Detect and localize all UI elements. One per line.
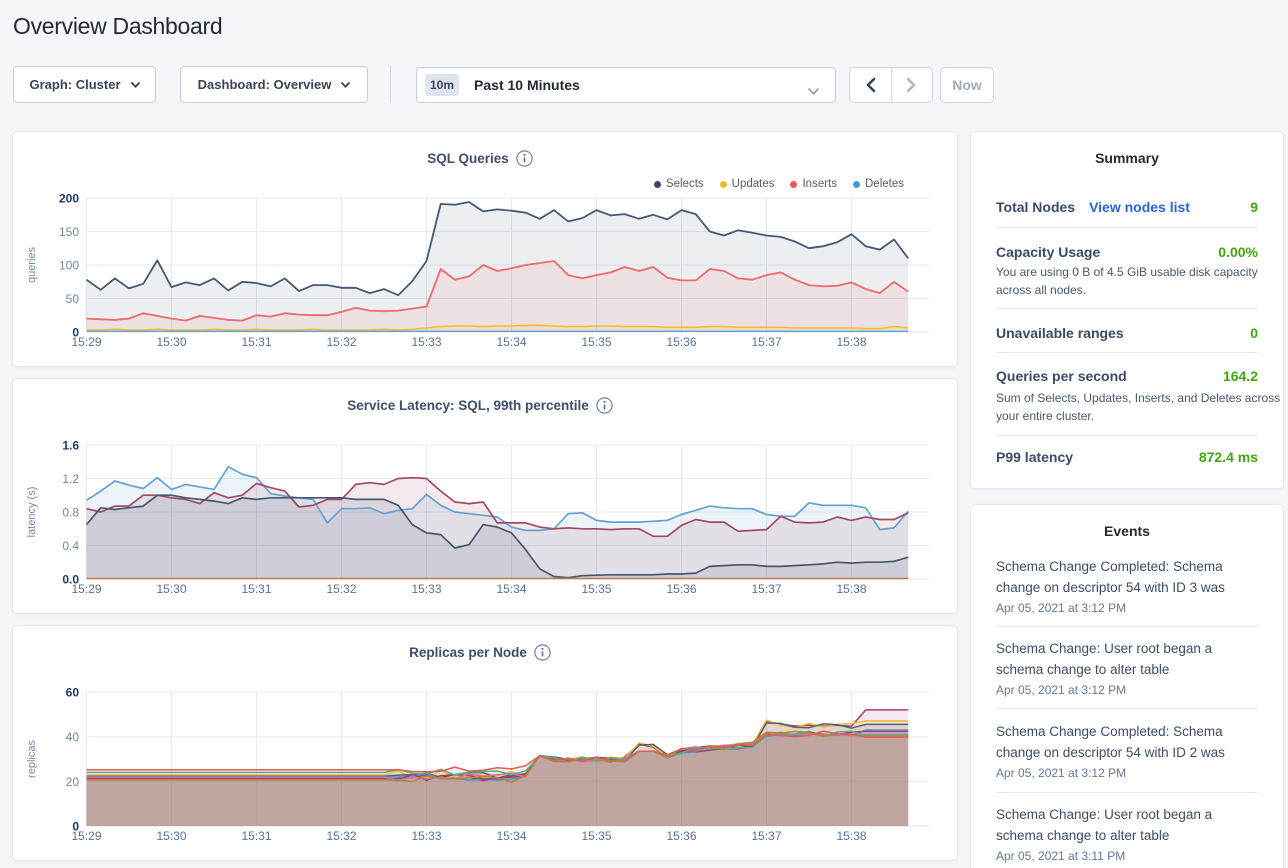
svg-text:0: 0 (72, 820, 79, 834)
svg-text:15:35: 15:35 (581, 582, 611, 596)
svg-text:0.0: 0.0 (62, 573, 79, 587)
svg-text:15:29: 15:29 (71, 335, 101, 349)
svg-text:15:31: 15:31 (241, 829, 271, 843)
svg-text:1.2: 1.2 (62, 472, 79, 486)
svg-text:1.6: 1.6 (62, 439, 79, 453)
svg-text:15:35: 15:35 (581, 335, 611, 349)
svg-text:0.4: 0.4 (62, 539, 79, 553)
svg-text:40: 40 (66, 730, 80, 744)
svg-text:15:33: 15:33 (411, 582, 441, 596)
svg-text:200: 200 (59, 192, 79, 206)
svg-text:15:37: 15:37 (751, 335, 781, 349)
svg-text:150: 150 (59, 225, 79, 239)
svg-text:15:36: 15:36 (666, 829, 696, 843)
svg-text:50: 50 (66, 292, 80, 306)
svg-text:15:30: 15:30 (156, 829, 186, 843)
svg-text:15:32: 15:32 (326, 582, 356, 596)
svg-text:15:38: 15:38 (836, 582, 866, 596)
svg-text:15:30: 15:30 (156, 335, 186, 349)
svg-text:15:34: 15:34 (496, 335, 526, 349)
svg-text:15:38: 15:38 (836, 335, 866, 349)
svg-text:0: 0 (72, 326, 79, 340)
svg-text:15:34: 15:34 (496, 829, 526, 843)
svg-text:15:31: 15:31 (241, 335, 271, 349)
svg-text:15:37: 15:37 (751, 582, 781, 596)
svg-text:replicas: replicas (26, 740, 38, 778)
svg-text:15:36: 15:36 (666, 582, 696, 596)
svg-text:queries: queries (26, 246, 38, 283)
svg-text:latency (s): latency (s) (26, 487, 38, 538)
svg-text:15:33: 15:33 (411, 829, 441, 843)
svg-text:100: 100 (59, 259, 79, 273)
svg-text:15:35: 15:35 (581, 829, 611, 843)
svg-text:15:34: 15:34 (496, 582, 526, 596)
svg-text:15:32: 15:32 (326, 335, 356, 349)
svg-text:15:38: 15:38 (836, 829, 866, 843)
svg-text:15:29: 15:29 (71, 829, 101, 843)
svg-text:15:36: 15:36 (666, 335, 696, 349)
svg-text:20: 20 (66, 775, 80, 789)
svg-text:15:37: 15:37 (751, 829, 781, 843)
svg-text:60: 60 (66, 686, 80, 700)
svg-text:15:30: 15:30 (156, 582, 186, 596)
svg-text:15:31: 15:31 (241, 582, 271, 596)
svg-text:15:33: 15:33 (411, 335, 441, 349)
svg-text:15:29: 15:29 (71, 582, 101, 596)
svg-text:0.8: 0.8 (62, 506, 79, 520)
svg-text:15:32: 15:32 (326, 829, 356, 843)
